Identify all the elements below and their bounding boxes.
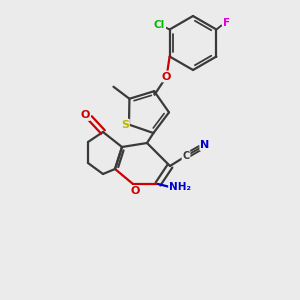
Text: O: O	[80, 110, 90, 120]
Text: O: O	[130, 186, 140, 196]
Text: S: S	[121, 120, 129, 130]
Text: NH₂: NH₂	[169, 182, 191, 192]
Text: F: F	[223, 19, 230, 28]
Text: O: O	[162, 71, 171, 82]
Text: Cl: Cl	[154, 20, 165, 31]
Text: C: C	[182, 151, 190, 161]
Text: N: N	[200, 140, 210, 150]
